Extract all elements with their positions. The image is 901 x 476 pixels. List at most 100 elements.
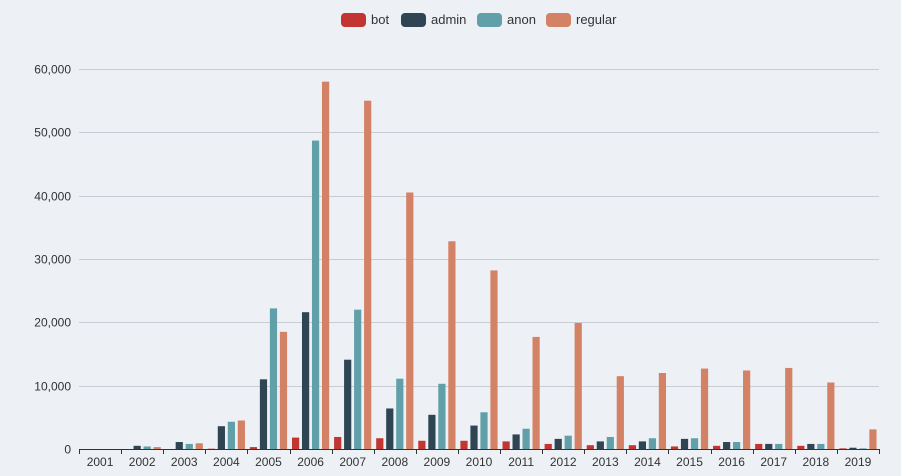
bar-anon-2013[interactable] bbox=[606, 436, 614, 449]
bar-regular-2002[interactable] bbox=[153, 447, 161, 449]
bar-regular-2011[interactable] bbox=[532, 336, 540, 449]
bar-admin-2009[interactable] bbox=[428, 414, 436, 449]
bar-regular-2017[interactable] bbox=[785, 367, 793, 449]
bar-admin-2005[interactable] bbox=[259, 379, 268, 449]
bar-anon-2009[interactable] bbox=[438, 383, 446, 449]
legend-label-regular[interactable]: regular bbox=[576, 12, 617, 27]
bar-anon-2010[interactable] bbox=[480, 412, 488, 449]
bar-regular-2009[interactable] bbox=[448, 241, 456, 449]
bar-bot-2018[interactable] bbox=[797, 445, 805, 449]
y-tick-label: 30,000 bbox=[34, 253, 71, 267]
bar-admin-2008[interactable] bbox=[386, 408, 394, 449]
x-tick-label: 2007 bbox=[339, 455, 366, 469]
bar-bot-2013[interactable] bbox=[586, 445, 594, 449]
bar-regular-2007[interactable] bbox=[364, 100, 372, 450]
bar-anon-2006[interactable] bbox=[311, 140, 320, 449]
x-tick-label: 2016 bbox=[718, 455, 745, 469]
legend-swatch-anon[interactable] bbox=[477, 13, 502, 27]
legend-label-anon[interactable]: anon bbox=[507, 12, 536, 27]
bar-admin-2015[interactable] bbox=[680, 438, 689, 449]
bar-anon-2015[interactable] bbox=[690, 438, 699, 449]
bar-bot-2006[interactable] bbox=[291, 437, 300, 449]
bar-bot-2011[interactable] bbox=[502, 441, 510, 449]
bar-bot-2008[interactable] bbox=[376, 438, 384, 449]
bar-admin-2017[interactable] bbox=[765, 443, 773, 449]
bar-anon-2002[interactable] bbox=[143, 446, 151, 449]
bar-regular-2016[interactable] bbox=[743, 370, 751, 449]
bar-bot-2012[interactable] bbox=[544, 443, 552, 449]
y-tick-label: 60,000 bbox=[34, 63, 71, 77]
bar-bot-2007[interactable] bbox=[334, 436, 342, 449]
bar-bot-2009[interactable] bbox=[418, 440, 426, 449]
bar-anon-2003[interactable] bbox=[185, 443, 193, 449]
bar-regular-2018[interactable] bbox=[827, 382, 835, 450]
legend: bot admin anon regular bbox=[341, 12, 617, 27]
bar-admin-2006[interactable] bbox=[301, 312, 310, 449]
legend-swatch-regular[interactable] bbox=[546, 13, 571, 27]
bar-admin-2002[interactable] bbox=[133, 445, 141, 449]
x-tick-label: 2014 bbox=[634, 455, 661, 469]
bar-admin-2007[interactable] bbox=[344, 359, 352, 449]
bar-admin-2016[interactable] bbox=[723, 442, 731, 449]
legend-label-bot[interactable]: bot bbox=[371, 12, 389, 27]
bar-regular-2013[interactable] bbox=[616, 376, 624, 449]
bar-admin-2014[interactable] bbox=[638, 441, 647, 449]
bar-regular-2012[interactable] bbox=[574, 322, 582, 449]
grid-lines bbox=[79, 69, 879, 387]
bar-regular-2008[interactable] bbox=[406, 192, 414, 450]
bar-anon-2005[interactable] bbox=[269, 308, 278, 449]
bar-admin-2012[interactable] bbox=[554, 438, 562, 449]
x-tick-label: 2019 bbox=[845, 455, 872, 469]
legend-swatch-admin[interactable] bbox=[401, 13, 426, 27]
bar-regular-2015[interactable] bbox=[700, 368, 709, 449]
bar-anon-2007[interactable] bbox=[354, 309, 362, 449]
bar-regular-2003[interactable] bbox=[195, 443, 203, 449]
bar-bot-2014[interactable] bbox=[628, 445, 637, 449]
x-tick-label: 2006 bbox=[297, 455, 324, 469]
x-tick-label: 2017 bbox=[760, 455, 787, 469]
x-tick-label: 2005 bbox=[255, 455, 282, 469]
x-tick-label: 2010 bbox=[466, 455, 493, 469]
legend-swatch-bot[interactable] bbox=[341, 13, 366, 27]
bar-admin-2003[interactable] bbox=[175, 442, 183, 449]
x-tick-label: 2001 bbox=[87, 455, 114, 469]
x-tick-label: 2012 bbox=[550, 455, 577, 469]
bar-admin-2004[interactable] bbox=[217, 426, 225, 449]
bar-regular-2006[interactable] bbox=[321, 81, 330, 450]
x-tick-label: 2003 bbox=[171, 455, 198, 469]
bar-anon-2012[interactable] bbox=[564, 435, 572, 449]
bar-bot-2017[interactable] bbox=[755, 443, 763, 449]
bar-anon-2018[interactable] bbox=[817, 443, 825, 449]
bar-bot-2015[interactable] bbox=[670, 446, 679, 449]
y-axis-ticks: 0 10,000 20,000 30,000 40,000 50,000 60,000 bbox=[34, 63, 71, 457]
x-tick-label: 2002 bbox=[129, 455, 156, 469]
x-tick-label: 2004 bbox=[213, 455, 240, 469]
bar-anon-2019[interactable] bbox=[859, 448, 867, 449]
bar-anon-2017[interactable] bbox=[775, 443, 783, 449]
bar-admin-2018[interactable] bbox=[807, 443, 815, 449]
bar-admin-2019[interactable] bbox=[849, 447, 857, 449]
x-axis: 2001 2002 2003 2004 2005 2006 2007 2008 2009 2010… bbox=[79, 449, 880, 469]
bar-admin-2010[interactable] bbox=[470, 425, 478, 449]
x-tick-label: 2009 bbox=[424, 455, 451, 469]
bar-admin-2013[interactable] bbox=[596, 441, 604, 449]
legend-label-admin[interactable]: admin bbox=[431, 12, 466, 27]
bar-regular-2005[interactable] bbox=[279, 331, 288, 449]
x-tick-label: 2013 bbox=[592, 455, 619, 469]
bar-anon-2011[interactable] bbox=[522, 428, 530, 449]
bar-regular-2019[interactable] bbox=[869, 429, 877, 449]
bar-anon-2008[interactable] bbox=[396, 378, 404, 449]
bar-anon-2014[interactable] bbox=[648, 438, 657, 449]
bar-bot-2005[interactable] bbox=[249, 447, 258, 449]
bar-regular-2004[interactable] bbox=[237, 420, 245, 450]
bar-regular-2010[interactable] bbox=[490, 270, 498, 449]
bar-anon-2004[interactable] bbox=[227, 421, 235, 449]
y-tick-label: 20,000 bbox=[34, 316, 71, 330]
bar-admin-2011[interactable] bbox=[512, 434, 520, 449]
bar-bot-2019[interactable] bbox=[839, 448, 847, 449]
bar-anon-2016[interactable] bbox=[733, 442, 741, 449]
bar-bot-2016[interactable] bbox=[713, 445, 721, 449]
bar-regular-2014[interactable] bbox=[658, 373, 667, 449]
bar-bot-2010[interactable] bbox=[460, 440, 468, 449]
